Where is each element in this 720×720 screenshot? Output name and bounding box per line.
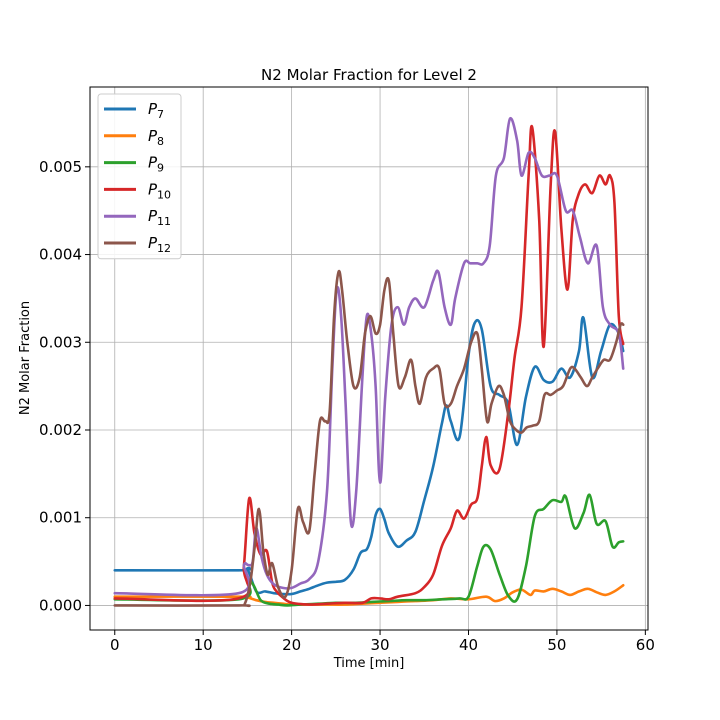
legend-symbol: P — [148, 207, 158, 225]
legend-subscript: 7 — [157, 108, 164, 121]
x-tick-label: 50 — [547, 636, 566, 654]
legend-label-p7: P7 — [148, 100, 164, 121]
x-tick-label: 0 — [110, 636, 120, 654]
y-tick-label: 0.004 — [39, 246, 82, 264]
legend-label-p12: P12 — [148, 234, 171, 255]
legend-symbol: P — [148, 234, 158, 252]
y-tick-label: 0.005 — [39, 158, 82, 176]
series-line-p11 — [113, 117, 625, 597]
y-tick-label: 0.003 — [39, 333, 82, 351]
chart-title: N2 Molar Fraction for Level 2 — [261, 66, 477, 84]
legend-label-p8: P8 — [148, 127, 164, 148]
legend-label-p9: P9 — [148, 154, 164, 175]
x-tick-label: 40 — [459, 636, 478, 654]
legend-symbol: P — [148, 100, 158, 118]
x-axis-label: Time [min] — [333, 656, 405, 671]
series-line-p7 — [113, 316, 625, 596]
x-axis-ticks: 0 10 20 30 40 50 60 — [110, 630, 655, 654]
series-lines — [113, 117, 625, 608]
legend-subscript: 10 — [157, 188, 171, 201]
y-tick-label: 0.001 — [39, 509, 82, 527]
series-line-p9 — [113, 493, 625, 607]
x-tick-label: 60 — [636, 636, 655, 654]
x-tick-label: 30 — [371, 636, 390, 654]
legend-subscript: 8 — [157, 135, 164, 148]
legend-subscript: 11 — [157, 215, 171, 228]
legend-label-p10: P10 — [148, 180, 171, 201]
y-tick-label: 0.002 — [39, 421, 82, 439]
y-tick-label: 0.000 — [39, 596, 82, 614]
plot-frame — [89, 86, 649, 631]
legend-symbol: P — [148, 127, 158, 145]
legend-symbol: P — [148, 180, 158, 198]
series-line-p12 — [113, 269, 625, 608]
series-line-p10 — [113, 124, 625, 606]
y-axis-ticks: 0.000 0.001 0.002 0.003 0.004 0.005 — [39, 158, 90, 614]
y-axis-label: N2 Molar Fraction — [18, 301, 33, 415]
x-tick-label: 10 — [194, 636, 213, 654]
legend-box — [97, 93, 182, 260]
legend-label-p11: P11 — [148, 207, 171, 228]
x-tick-label: 20 — [282, 636, 301, 654]
legend-subscript: 12 — [157, 242, 171, 255]
legend-symbol: P — [148, 154, 158, 172]
legend-subscript: 9 — [157, 162, 164, 175]
